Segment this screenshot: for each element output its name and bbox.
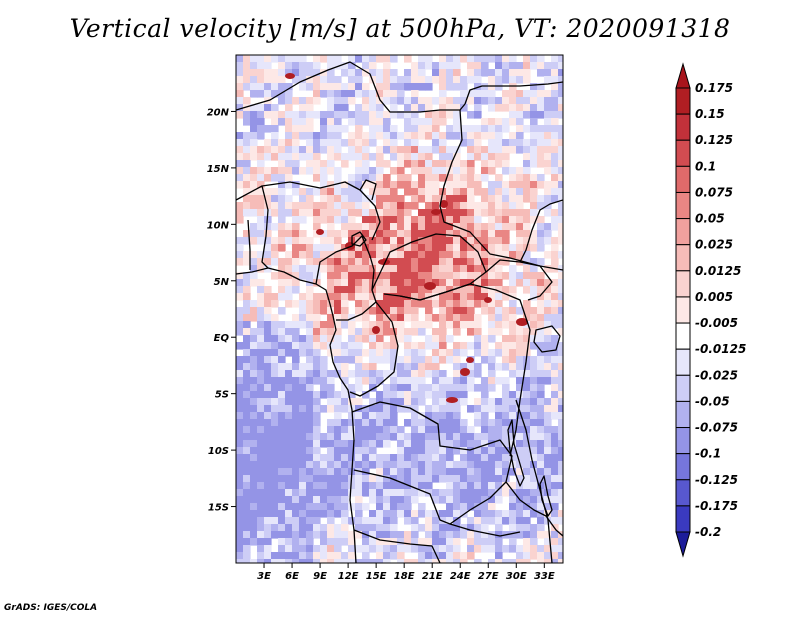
updraft-cell [484, 297, 492, 303]
lat-label-5: 5S [215, 390, 229, 401]
border-namibia [353, 529, 441, 563]
lat-label-4: EQ [214, 333, 230, 344]
border-nigeria [261, 185, 269, 269]
updraft-cell [285, 73, 295, 79]
colorbar-bottom-arrow [675, 531, 691, 558]
colorbar-box-10 [675, 348, 691, 376]
colorbar-box-13 [675, 427, 691, 455]
lon-label-0: 3E [257, 571, 271, 582]
colorbar-label-17: -0.2 [695, 525, 721, 539]
colorbar-label-4: 0.075 [695, 185, 733, 199]
border-nile [464, 81, 563, 105]
lon-label-8: 27E [478, 571, 499, 582]
lake-malawi [539, 475, 553, 517]
updraft-cell [446, 397, 458, 403]
border-ethiopia [519, 199, 563, 263]
colorbar-box-11 [675, 374, 691, 402]
updraft-cell [345, 242, 355, 250]
lon-label-7: 24E [450, 571, 471, 582]
lon-label-9: 30E [506, 571, 527, 582]
colorbar-box-1 [675, 113, 691, 141]
lake-victoria [533, 325, 561, 353]
colorbar-label-10: -0.0125 [695, 342, 746, 356]
grads-credit: GrADS: IGES/COLA [4, 603, 98, 613]
updraft-cell [378, 259, 390, 265]
colorbar-label-14: -0.1 [695, 447, 721, 461]
vertical-velocity-field [236, 55, 563, 563]
border-west-small [247, 219, 251, 270]
lat-label-0: 20N [207, 107, 230, 118]
colorbar-box-2 [675, 139, 691, 167]
border-east-lakes [515, 399, 553, 563]
lake-chad [351, 231, 367, 247]
lon-label-10: 33E [534, 571, 555, 582]
colorbar: 0.175 0.15 0.125 0.1 0.075 0.05 0.025 0.0125 0.0… [675, 62, 746, 558]
lat-label-2: 10N [207, 220, 230, 231]
colorbar-label-3: 0.1 [695, 159, 716, 173]
colorbar-label-1: 0.15 [695, 107, 725, 121]
colorbar-box-3 [675, 165, 691, 193]
updraft-cell [460, 368, 470, 376]
colorbar-label-7: 0.0125 [695, 264, 741, 278]
lon-label-2: 9E [313, 571, 327, 582]
lon-label-3: 12E [338, 571, 359, 582]
colorbar-box-4 [675, 191, 691, 220]
colorbar-label-9: -0.005 [695, 316, 738, 330]
updraft-cell [372, 326, 380, 334]
colorbar-box-12 [675, 400, 691, 429]
lat-label-7: 15S [208, 503, 229, 514]
colorbar-box-15 [675, 479, 691, 507]
updraft-cell [316, 229, 324, 235]
map-frame [235, 54, 564, 564]
lon-label-6: 21E [422, 571, 443, 582]
colorbar-box-5 [675, 218, 691, 246]
coastline-west-africa [236, 267, 357, 563]
colorbar-label-15: -0.125 [695, 473, 738, 487]
border-congo [349, 301, 399, 397]
colorbar-label-8: 0.005 [695, 290, 733, 304]
colorbar-box-14 [675, 453, 691, 481]
colorbar-label-11: -0.025 [695, 368, 738, 382]
colorbar-box-8 [675, 296, 691, 324]
border-sahara-north [236, 61, 466, 113]
updraft-cell [424, 282, 436, 290]
lon-label-5: 18E [394, 571, 415, 582]
colorbar-label-6: 0.025 [695, 238, 733, 252]
colorbar-box-16 [675, 505, 691, 533]
colorbar-label-12: -0.05 [695, 394, 730, 408]
colorbar-label-0: 0.175 [695, 81, 733, 95]
lat-label-6: 10S [208, 446, 229, 457]
country-borders [236, 61, 563, 563]
lake-tanganyika [507, 419, 525, 487]
updraft-cell [431, 209, 441, 215]
border-drc-south [351, 401, 513, 525]
colorbar-label-13: -0.075 [695, 421, 738, 435]
updraft-cell [516, 318, 528, 326]
colorbar-label-16: -0.175 [695, 499, 738, 513]
chart-title: Vertical velocity [m/s] at 500hPa, VT: 2… [69, 14, 731, 43]
colorbar-box-0 [675, 87, 691, 115]
colorbar-box-7 [675, 270, 691, 298]
longitude-axis: 3E 6E 9E 12E 15E 18E 21E 24E 27E 30E 33E [257, 563, 555, 582]
lat-label-3: 5N [214, 277, 230, 288]
colorbar-box-9 [675, 322, 691, 350]
border-sudan-south [485, 259, 553, 301]
border-angola-zambia [353, 469, 521, 537]
colorbar-top-arrow [675, 62, 691, 89]
border-mozambique [505, 481, 563, 537]
colorbar-label-5: 0.05 [695, 212, 725, 226]
lat-label-1: 15N [207, 164, 230, 175]
colorbar-label-2: 0.125 [695, 133, 733, 147]
updraft-cell [440, 200, 448, 208]
updraft-cell [466, 357, 474, 363]
colorbar-box-6 [675, 244, 691, 272]
lon-label-1: 6E [285, 571, 299, 582]
border-cameroon [315, 235, 377, 321]
latitude-axis: 20N 15N 10N 5N EQ 5S 10S 15S [207, 107, 236, 514]
lon-label-4: 15E [366, 571, 387, 582]
border-niger-chad [236, 181, 381, 241]
border-chad-lake [359, 179, 377, 201]
